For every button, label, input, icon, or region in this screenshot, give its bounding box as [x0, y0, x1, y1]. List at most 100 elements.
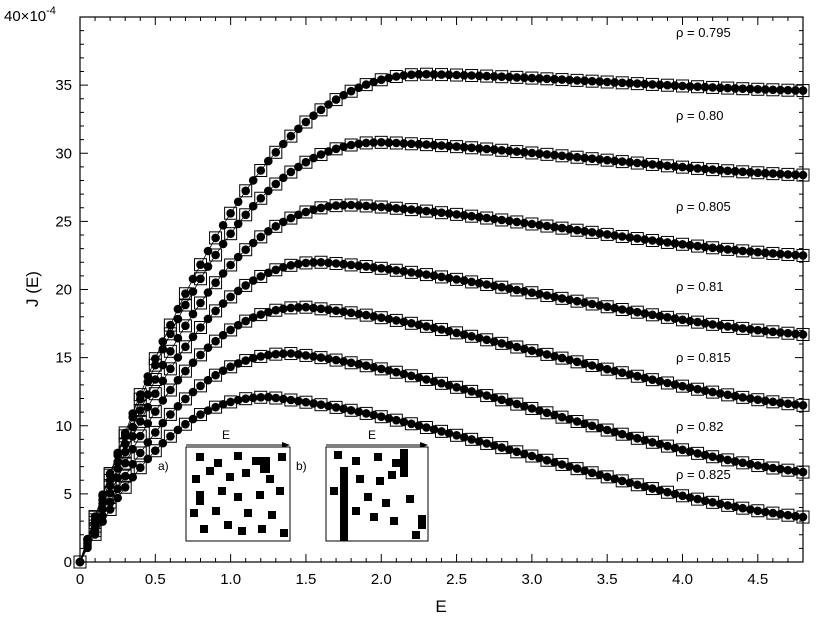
filled-circle-point	[399, 369, 409, 379]
filled-circle-point	[783, 170, 793, 179]
particle-cell	[268, 511, 276, 519]
filled-circle-point	[678, 381, 687, 391]
open-square-point	[163, 429, 177, 443]
filled-circle-point	[505, 397, 514, 407]
filled-circle-point	[271, 222, 281, 231]
filled-circle-point	[444, 429, 454, 438]
filled-circle-point	[361, 80, 371, 89]
filled-circle-point	[685, 316, 695, 326]
filled-circle-point	[233, 286, 243, 296]
filled-circle-point	[120, 458, 130, 468]
filled-circle-point	[384, 366, 394, 375]
filled-circle-point	[746, 84, 755, 94]
filled-circle-point	[158, 376, 168, 386]
filled-circle-point	[467, 71, 476, 80]
filled-circle-point	[294, 396, 303, 406]
filled-circle-point	[497, 339, 507, 348]
filled-circle-point	[467, 211, 476, 221]
filled-circle-point	[452, 70, 461, 80]
filled-circle-point	[572, 76, 582, 85]
filled-circle-point	[414, 421, 424, 430]
filled-circle-point	[648, 438, 657, 447]
filled-circle-point	[700, 82, 710, 92]
filled-circle-point	[520, 218, 529, 228]
filled-circle-point	[738, 84, 747, 93]
filled-circle-point	[565, 415, 574, 424]
filled-circle-point	[181, 419, 190, 429]
series-label: ρ = 0.815	[676, 350, 731, 365]
filled-circle-point	[700, 450, 710, 460]
filled-circle-point	[444, 141, 454, 151]
filled-circle-point	[414, 206, 424, 215]
filled-circle-point	[120, 439, 130, 449]
filled-circle-point	[309, 399, 318, 408]
filled-circle-point	[196, 260, 205, 270]
filled-circle-point	[173, 353, 183, 362]
filled-circle-point	[482, 280, 492, 289]
filled-circle-point	[384, 414, 394, 423]
filled-circle-point	[776, 328, 785, 337]
filled-circle-point	[203, 314, 213, 324]
filled-circle-point	[264, 350, 273, 360]
filled-circle-point	[678, 491, 687, 501]
filled-circle-point	[505, 445, 514, 455]
filled-circle-point	[452, 142, 461, 151]
filled-circle-point	[346, 358, 356, 368]
filled-circle-point	[105, 505, 115, 514]
filled-circle-point	[565, 75, 574, 85]
filled-circle-point	[512, 342, 522, 352]
filled-circle-point	[459, 385, 469, 394]
filled-circle-point	[550, 74, 559, 84]
filled-circle-point	[520, 148, 529, 157]
filled-circle-point	[377, 364, 386, 374]
filled-circle-point	[339, 259, 348, 269]
filled-circle-point	[761, 248, 770, 258]
filled-circle-point	[158, 418, 168, 428]
filled-circle-point	[565, 462, 574, 471]
x-axis-title: E	[435, 597, 446, 616]
open-square-point	[329, 93, 343, 107]
filled-circle-point	[211, 306, 220, 316]
filled-circle-point	[723, 245, 732, 254]
particle-cell	[392, 459, 400, 467]
filled-circle-point	[693, 241, 702, 251]
filled-circle-point	[715, 499, 725, 509]
x-tick-label: 2.0	[371, 571, 392, 588]
filled-circle-point	[384, 265, 394, 274]
filled-circle-point	[768, 463, 778, 473]
particle-cell	[356, 475, 364, 483]
filled-circle-point	[136, 463, 145, 473]
filled-circle-point	[377, 138, 386, 147]
particle-cell	[226, 473, 234, 481]
particle-cell	[374, 453, 382, 461]
filled-circle-point	[535, 74, 544, 83]
filled-circle-point	[90, 530, 100, 539]
filled-circle-point	[286, 395, 296, 405]
filled-circle-point	[407, 371, 416, 381]
filled-circle-point	[188, 387, 198, 397]
filled-circle-point	[158, 438, 168, 448]
filled-circle-point	[256, 166, 266, 175]
filled-circle-point	[610, 78, 619, 87]
particle-cell	[190, 509, 198, 517]
filled-circle-point	[542, 350, 552, 359]
y-tick-label: 35	[55, 77, 72, 94]
filled-circle-point	[437, 325, 446, 334]
filled-circle-point	[414, 320, 424, 330]
filled-circle-point	[580, 419, 589, 429]
filled-circle-point	[505, 146, 514, 156]
filled-circle-point	[264, 268, 273, 278]
filled-circle-point	[663, 441, 672, 451]
filled-circle-point	[791, 400, 800, 409]
y-tick-label: 0	[64, 554, 72, 571]
filled-circle-point	[474, 437, 484, 446]
filled-circle-point	[196, 410, 205, 419]
filled-circle-point	[527, 451, 537, 461]
open-square-point	[163, 327, 177, 341]
filled-circle-point	[339, 200, 348, 210]
filled-circle-point	[640, 482, 650, 492]
filled-circle-point	[309, 352, 318, 361]
filled-circle-point	[331, 144, 341, 154]
filled-circle-point	[316, 353, 326, 362]
filled-circle-point	[136, 394, 145, 404]
